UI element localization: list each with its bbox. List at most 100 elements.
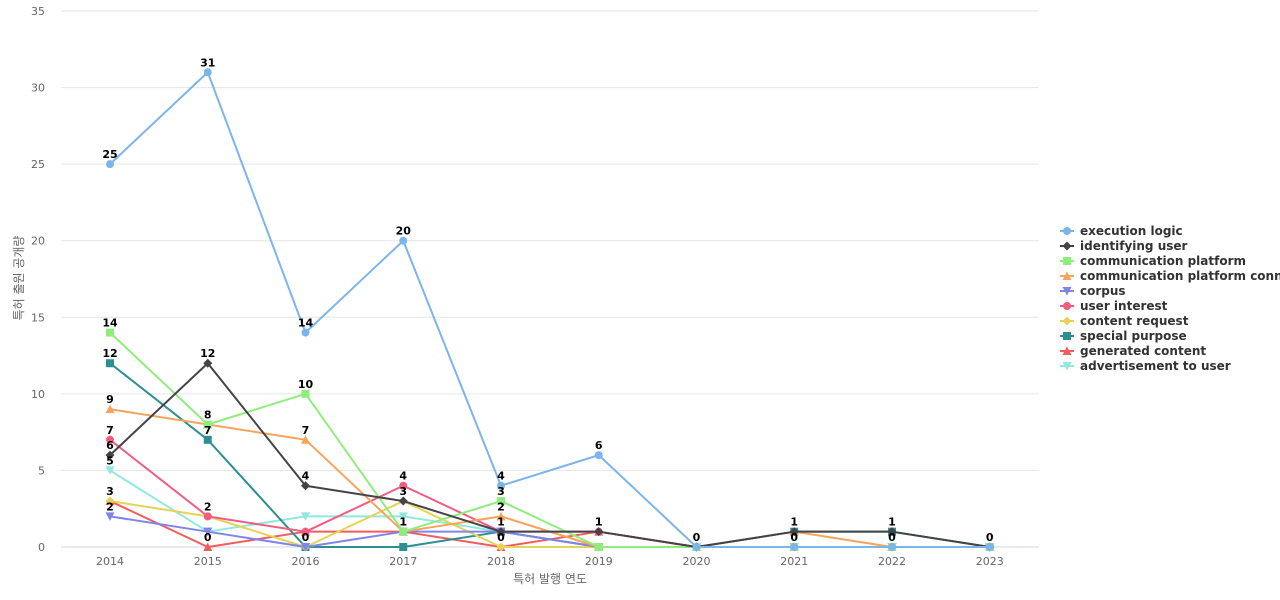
data-label: 8: [204, 408, 212, 421]
x-tick-label: 2016: [292, 555, 320, 568]
series-lines: [105, 68, 995, 552]
data-point: [399, 481, 408, 490]
data-point: [105, 450, 115, 460]
data-point: [496, 527, 506, 537]
data-label: 0: [790, 531, 798, 544]
data-point: [594, 527, 604, 537]
data-label: 1: [888, 516, 896, 529]
x-tick-label: 2015: [194, 555, 222, 568]
data-label: 0: [302, 531, 310, 544]
data-point: [105, 496, 115, 506]
legend-label: content request: [1080, 314, 1189, 328]
data-label: 1: [399, 516, 407, 529]
x-tick-label: 2020: [683, 555, 711, 568]
data-point: [497, 497, 505, 506]
legend-label: communication platform conn...: [1080, 269, 1280, 283]
data-label: 4: [399, 470, 407, 483]
data-point: [594, 543, 603, 551]
data-point: [203, 420, 212, 429]
data-label: 3: [106, 485, 114, 498]
y-tick-label: 15: [31, 311, 45, 324]
data-label: 10: [298, 378, 314, 391]
data-label: 9: [106, 393, 114, 406]
series-line: [109, 362, 990, 548]
data-point: [106, 160, 114, 169]
legend-item[interactable]: user interest: [1060, 299, 1168, 313]
data-label: 0: [888, 531, 896, 544]
data-label: 2: [497, 500, 505, 513]
legend-item[interactable]: advertisement to user: [1060, 359, 1231, 373]
data-label: 1: [595, 516, 603, 529]
data-point: [301, 435, 310, 444]
series-identifying-user: [105, 358, 995, 552]
data-label: 6: [595, 439, 603, 452]
series-line: [109, 469, 990, 548]
legend-item[interactable]: special purpose: [1060, 329, 1187, 343]
data-label: 7: [302, 424, 310, 437]
x-axis-title: 특허 발행 연도: [513, 571, 587, 586]
data-label: 0: [204, 531, 212, 544]
legend-marker: [1063, 332, 1071, 340]
series-line: [109, 362, 990, 548]
data-point: [790, 543, 799, 551]
data-point: [496, 511, 506, 521]
legend-item[interactable]: execution logic: [1060, 224, 1183, 238]
data-label: 4: [497, 470, 505, 483]
legend-item[interactable]: identifying user: [1060, 239, 1188, 253]
legend-item[interactable]: corpus: [1060, 284, 1126, 298]
data-label: 12: [102, 347, 117, 360]
legend-item[interactable]: communication platform conn...: [1060, 269, 1280, 283]
legend-item[interactable]: communication platform: [1060, 254, 1246, 268]
series-communication-platform: [106, 328, 994, 551]
legend-label: corpus: [1080, 284, 1126, 298]
data-label: 25: [102, 148, 117, 161]
data-label: 7: [106, 424, 114, 437]
data-point: [301, 543, 310, 552]
data-label: 31: [200, 56, 215, 69]
data-label: 2: [204, 500, 212, 513]
data-point: [692, 543, 701, 551]
series-line: [109, 331, 990, 548]
data-label: 14: [298, 317, 314, 330]
x-tick-label: 2018: [487, 555, 515, 568]
y-tick-label: 10: [31, 388, 45, 401]
data-point: [203, 512, 212, 521]
data-label: 6: [106, 439, 114, 452]
legend-label: special purpose: [1080, 329, 1187, 343]
x-tick-label: 2017: [389, 555, 417, 568]
data-label: 1: [497, 516, 505, 529]
legend-item[interactable]: generated content: [1060, 344, 1206, 358]
data-point: [985, 543, 994, 551]
data-point: [594, 451, 603, 460]
legend-label: execution logic: [1080, 224, 1183, 238]
data-point: [203, 358, 213, 368]
data-label: 3: [399, 485, 407, 498]
legend-label: generated content: [1080, 344, 1206, 358]
data-label: 2: [106, 500, 114, 513]
data-point: [301, 389, 310, 398]
data-point: [203, 542, 213, 551]
y-tick-label: 5: [38, 464, 45, 477]
data-label: 12: [200, 347, 215, 360]
legend-item[interactable]: content request: [1060, 314, 1189, 328]
legend-label: advertisement to user: [1080, 359, 1231, 373]
data-point: [301, 512, 310, 521]
y-tick-label: 25: [31, 158, 45, 171]
data-point: [789, 527, 799, 537]
data-label: 7: [204, 424, 212, 437]
legend-marker: [1062, 316, 1072, 326]
data-label: 0: [986, 531, 994, 544]
data-point: [887, 527, 897, 537]
legend-marker: [1062, 271, 1072, 280]
data-label: 0: [693, 531, 701, 544]
x-tick-label: 2021: [780, 555, 808, 568]
data-point: [888, 543, 896, 551]
x-tick-label: 2023: [976, 555, 1004, 568]
data-point: [106, 359, 114, 368]
series-user-interest: [106, 435, 994, 551]
data-point: [497, 481, 505, 490]
data-label: 5: [106, 454, 114, 467]
